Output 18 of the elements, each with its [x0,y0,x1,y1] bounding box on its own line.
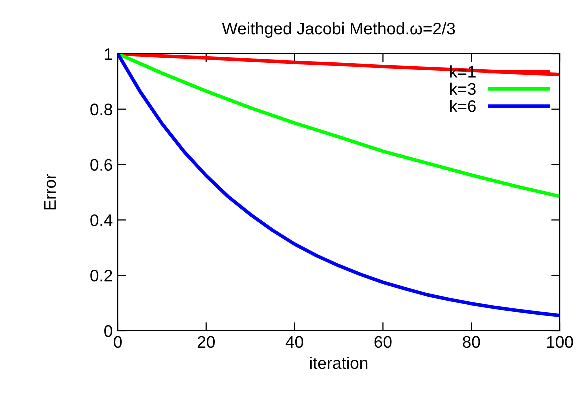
chart-title: Weithged Jacobi Method.ω=2/3 [222,22,456,38]
legend-label: k=3 [450,82,476,96]
legend-label: k=6 [450,100,476,112]
y-tick-label: 1 [105,48,112,60]
y-tick-label: 0.8 [90,104,112,116]
x-tick-label: 60 [374,336,392,348]
x-axis-title: iteration [310,356,368,370]
y-tick-label: 0.6 [90,159,112,172]
y-tick-label: 0.2 [90,270,112,282]
y-tick-label: 0 [104,325,112,338]
x-tick-label: 100 [547,336,574,348]
legend-label: k=1 [450,66,476,78]
x-tick-label: 0 [114,336,122,348]
y-tick-label: 0.4 [90,214,113,226]
y-axis-title: Error [44,174,56,210]
x-tick-label: 20 [198,336,216,348]
x-tick-label: 80 [463,336,480,348]
x-tick-label: 40 [286,336,304,348]
